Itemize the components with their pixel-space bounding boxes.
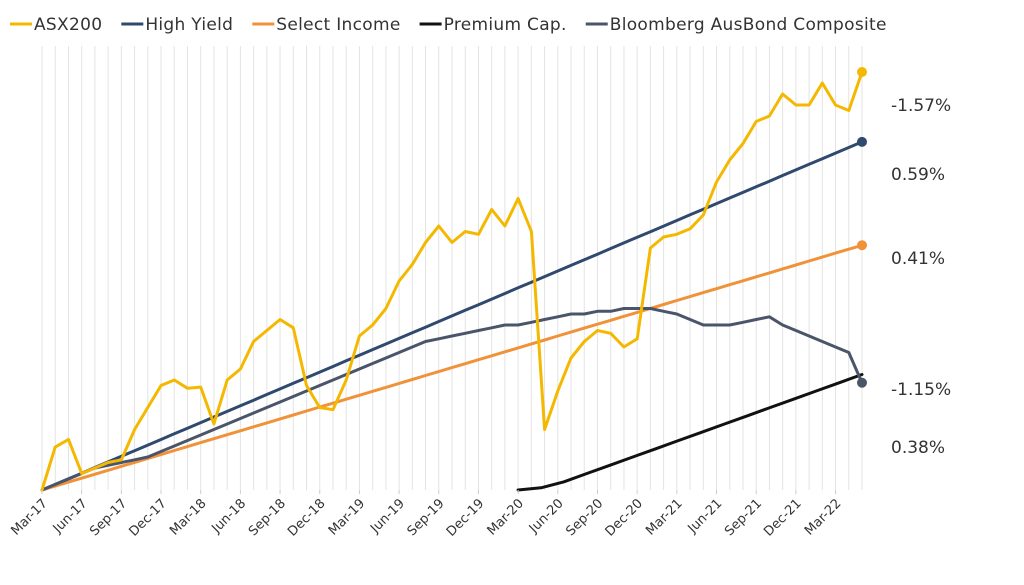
legend-item-select-income: Select Income [252, 15, 400, 35]
x-tick-label: Dec-20 [603, 496, 646, 539]
legend-label: High Yield [145, 15, 233, 35]
legend-label: Premium Cap. [444, 15, 567, 35]
x-tick-label: Sep-20 [563, 496, 606, 539]
end-label-asx200: -1.57% [891, 96, 951, 116]
x-tick-label: Mar-21 [643, 496, 685, 538]
x-tick-label: Mar-19 [326, 496, 368, 538]
series-line-high-yield [40, 140, 864, 492]
series-lines [40, 70, 864, 492]
end-label-select-income: 0.41% [891, 249, 945, 269]
legend-label: ASX200 [34, 15, 102, 35]
x-tick-label: Dec-18 [285, 496, 328, 539]
x-tick-label: Dec-21 [761, 496, 804, 539]
legend-item-bloomberg-ausbond-composite: Bloomberg AusBond Composite [585, 15, 887, 35]
x-tick-label: Dec-19 [444, 496, 487, 539]
x-tick-label: Sep-21 [722, 496, 765, 539]
x-tick-label: Mar-22 [802, 496, 844, 538]
legend-item-high-yield: High Yield [121, 15, 233, 35]
x-tick-label: Jun-17 [50, 496, 91, 537]
endpoint-marker-select-income [857, 240, 867, 251]
endpoint-marker-high-yield [857, 136, 867, 147]
end-label-bloomberg-ausbond-composite: -1.15% [891, 380, 951, 400]
grid-lines [41, 46, 863, 490]
x-tick-label: Jun-20 [526, 496, 567, 537]
x-tick-label: Sep-17 [87, 496, 130, 539]
x-tick-label: Jun-19 [367, 496, 408, 537]
legend-item-premium-cap: Premium Cap. [419, 15, 567, 35]
x-tick-label: Sep-19 [405, 496, 448, 539]
x-tick-label: Jun-18 [209, 496, 250, 537]
end-label-premium-cap: 0.38% [891, 438, 945, 458]
series-endpoints: 0.59% 0.41% 0.38% -1.15% -1.57% [857, 67, 951, 458]
legend-label: Select Income [276, 15, 400, 35]
endpoint-marker-bloomberg-ausbond-composite [857, 377, 867, 388]
legend: ASX200 High Yield Select Income Premium Cap… [10, 15, 887, 35]
legend-label: Bloomberg AusBond Composite [610, 15, 887, 35]
x-tick-label: Mar-20 [485, 496, 527, 538]
series-line-bloomberg-ausbond-composite [40, 307, 864, 492]
x-tick-label: Jun-21 [685, 496, 726, 537]
series-line-asx200 [40, 70, 864, 492]
end-label-high-yield: 0.59% [891, 165, 945, 185]
series-line-select-income [40, 243, 864, 492]
x-tick-label: Mar-17 [8, 496, 50, 538]
series-line-premium-cap [516, 373, 864, 492]
x-tick-label: Dec-17 [126, 496, 169, 539]
endpoint-marker-asx200 [857, 67, 867, 77]
legend-item-asx200: ASX200 [10, 15, 102, 35]
x-tick-label: Mar-18 [167, 496, 209, 538]
x-tick-label: Sep-18 [246, 496, 289, 539]
